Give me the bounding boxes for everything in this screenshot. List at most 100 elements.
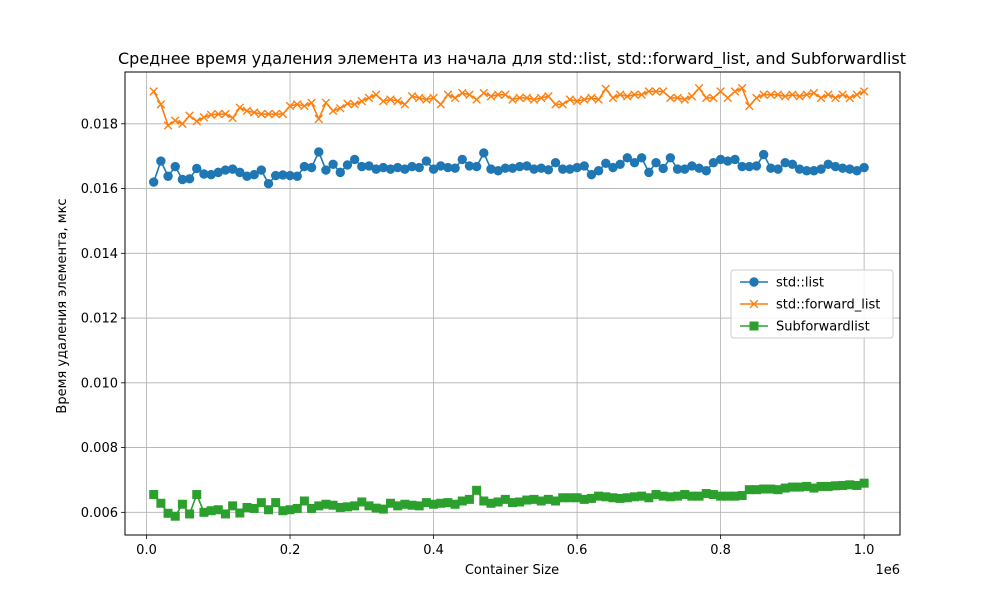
data-point-std-forward-list [400,100,410,109]
data-point-std-list [292,171,302,181]
data-point-subforwardlist [299,496,309,506]
data-point-std-forward-list [300,101,309,111]
data-point-std-forward-list [795,91,804,101]
series-layer [149,83,869,521]
data-point-std-forward-list [845,93,855,103]
data-point-std-forward-list [436,100,446,109]
data-point-std-list [256,165,267,175]
data-point-std-forward-list [759,90,768,99]
legend-label-subforwardlist: Subforwardlist [776,320,870,335]
data-point-std-list [457,154,467,165]
data-point-std-list [593,166,604,176]
data-point-std-forward-list [379,96,388,106]
data-point-std-list [170,161,180,172]
data-point-std-forward-list [328,106,338,116]
data-point-std-forward-list [321,98,331,108]
data-point-std-forward-list [221,109,230,119]
data-point-subforwardlist [472,485,482,495]
data-point-std-forward-list [522,93,532,103]
data-point-std-forward-list [422,95,431,104]
data-point-std-forward-list [831,93,840,103]
data-point-std-forward-list [292,100,302,109]
data-point-std-forward-list [271,109,280,119]
data-point-std-forward-list [278,109,288,119]
data-point-std-list [787,159,798,169]
data-point-std-list [550,157,561,168]
data-point-std-forward-list [838,90,847,99]
data-point-std-forward-list [572,96,582,106]
data-point-std-list [665,153,676,163]
x-tick-label: 0.8 [710,543,731,558]
data-point-std-list [263,179,274,189]
legend-label-std-forward-list: std::forward_list [776,298,880,313]
data-point-std-list [751,161,762,171]
plot-frame [124,71,901,536]
data-point-subforwardlist [464,494,474,504]
data-point-std-forward-list [780,91,790,101]
data-point-std-forward-list [630,90,639,99]
data-point-std-forward-list [257,109,266,119]
data-point-std-forward-list [314,114,324,124]
x-tick-label: 0.0 [136,543,157,558]
data-point-std-forward-list [587,93,596,103]
data-point-std-forward-list [450,93,460,103]
data-point-std-forward-list [335,103,345,113]
data-point-subforwardlist [156,498,166,508]
data-point-std-forward-list [745,101,754,111]
data-point-subforwardlist [185,509,195,519]
data-point-std-forward-list [766,90,776,99]
data-point-std-forward-list [307,98,316,108]
data-point-std-list [149,177,159,187]
y-axis: 0.006 0.008 0.010 0.012 0.014 0.016 0.018 [81,117,125,521]
data-point-std-forward-list [615,90,625,99]
data-point-subforwardlist [859,478,869,488]
data-point-subforwardlist [235,508,245,518]
data-point-std-list [471,161,482,172]
data-point-std-forward-list [429,93,438,103]
data-point-std-list [479,148,489,158]
data-point-std-forward-list [709,93,718,103]
data-point-subforwardlist [149,490,159,500]
data-point-std-forward-list [493,90,503,99]
data-point-std-list [859,162,869,173]
data-point-subforwardlist [249,503,259,513]
data-point-std-forward-list [544,91,553,101]
data-point-std-forward-list [386,95,395,104]
data-point-std-forward-list [579,95,589,104]
x-axis-offset-label: 1e6 [875,563,900,578]
data-point-std-forward-list [730,87,740,96]
data-point-std-forward-list [350,100,359,109]
series-line-std-forward-list [153,87,865,127]
x-tick-label: 1.0 [854,543,875,558]
series-std-list [149,147,869,189]
data-point-std-forward-list [163,121,173,130]
data-point-std-forward-list [192,116,202,126]
y-tick-label: 0.006 [81,506,118,521]
data-point-std-list [586,169,597,180]
data-point-std-forward-list [601,84,611,94]
data-point-std-list [314,147,324,157]
data-point-std-forward-list [637,90,646,99]
data-point-std-forward-list [149,87,158,96]
data-point-std-forward-list [558,100,568,109]
data-point-std-forward-list [515,93,524,103]
data-point-std-list [163,171,173,181]
data-point-std-forward-list [651,87,661,96]
data-point-subforwardlist [228,501,238,511]
data-point-subforwardlist [192,490,202,500]
legend-label-std-list: std::list [776,276,824,291]
data-point-std-forward-list [594,95,603,104]
data-point-std-forward-list [701,93,711,103]
data-point-std-list [349,154,360,165]
data-point-std-list [816,164,826,174]
legend-item-std-forward-list: std::forward_list [740,298,880,313]
data-point-std-forward-list [687,91,697,101]
data-point-std-forward-list [249,108,259,117]
data-point-std-forward-list [443,90,453,99]
data-point-std-forward-list [170,116,180,125]
data-point-std-forward-list [816,93,826,103]
x-axis: 0.0 0.2 0.4 0.6 0.8 1.0 [136,535,874,558]
data-point-std-list [658,163,668,174]
series-std-forward-list [149,83,869,130]
